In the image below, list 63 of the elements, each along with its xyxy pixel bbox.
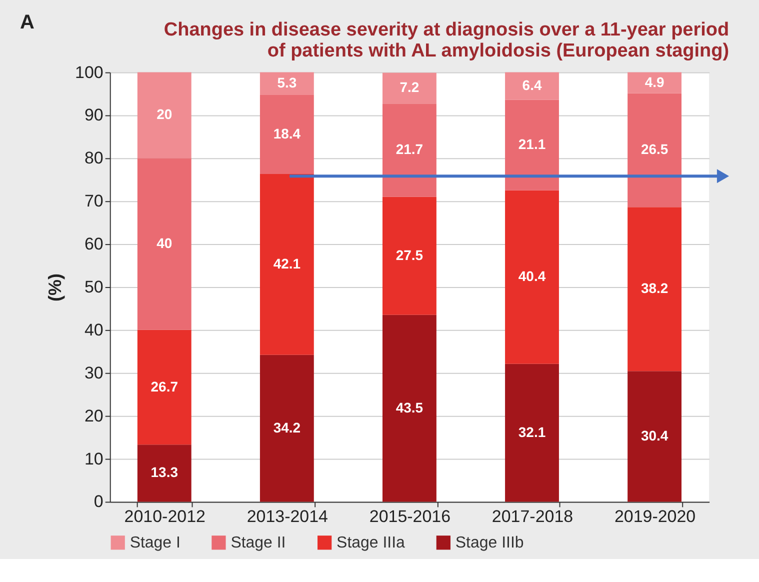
- legend-label: Stage I: [130, 534, 180, 552]
- data-label: 40.4: [518, 268, 546, 284]
- y-tick-label: 60: [84, 234, 104, 254]
- y-tick-label: 80: [84, 148, 104, 168]
- data-label: 13.3: [150, 464, 178, 480]
- bar: [260, 72, 314, 96]
- chart-title: Changes in disease severity at diagnosis over a 11-year period of patients with AL amyloidosis (European staging): [164, 19, 730, 62]
- x-tick-label: 2019-2020: [614, 507, 696, 526]
- bar: [260, 95, 314, 174]
- bar: [382, 72, 436, 104]
- data-label: 20: [156, 106, 172, 122]
- bar: [260, 354, 314, 502]
- data-label: 7.2: [400, 79, 420, 96]
- bar: [137, 444, 192, 502]
- bar: [628, 371, 682, 502]
- data-label: 42.1: [273, 255, 301, 272]
- data-label: 43.5: [396, 399, 424, 416]
- x-tick-label: 2017-2018: [492, 507, 574, 526]
- bar: [628, 207, 682, 372]
- bar: [382, 104, 436, 197]
- data-label: 6.4: [522, 77, 542, 94]
- text: A: [20, 11, 34, 34]
- x-tick-label: 2010-2012: [124, 507, 206, 526]
- bar: [382, 314, 436, 502]
- y-tick-label: 30: [84, 363, 104, 382]
- bar: [260, 174, 314, 355]
- data-label: 5.3: [277, 74, 297, 91]
- data-label: 18.4: [273, 126, 301, 142]
- data-label: 38.2: [640, 280, 668, 296]
- y-tick-label: 20: [84, 406, 104, 426]
- y-tick-label: 50: [84, 277, 104, 296]
- legend-label: Stage II: [230, 534, 286, 552]
- data-label: 34.2: [273, 419, 301, 436]
- bar: [505, 190, 559, 364]
- data-label: 21.1: [518, 136, 546, 152]
- data-label: 4.9: [644, 74, 664, 90]
- y-tick-label: 0: [94, 492, 104, 512]
- data-label: 30.4: [640, 427, 668, 444]
- data-label: 27.5: [396, 246, 424, 263]
- x-tick-label: 2013-2014: [246, 507, 328, 526]
- x-tick-label: 2015-2016: [369, 507, 451, 526]
- bar: [505, 364, 559, 502]
- data-label: 26.5: [640, 141, 668, 158]
- data-label: 32.1: [518, 424, 546, 440]
- y-axis-title: (%): [45, 274, 66, 302]
- bar: [505, 72, 559, 100]
- bar: [137, 72, 192, 158]
- legend-label: Stage IIIa: [336, 534, 406, 552]
- data-label: 40: [156, 235, 172, 252]
- y-tick-label: 70: [84, 192, 104, 211]
- bar: [137, 330, 192, 445]
- bar: [628, 72, 682, 94]
- bar: [505, 100, 559, 190]
- y-tick-label: 10: [84, 449, 104, 468]
- bar: [137, 158, 192, 330]
- bar: [628, 93, 682, 208]
- data-label: 21.7: [396, 141, 424, 158]
- y-tick-label: 40: [84, 320, 104, 340]
- data-label: 26.7: [150, 378, 178, 394]
- bar: [382, 196, 436, 315]
- y-tick-label: 100: [75, 62, 104, 82]
- y-tick-label: 90: [84, 106, 104, 125]
- legend-label: Stage IIIb: [455, 534, 524, 552]
